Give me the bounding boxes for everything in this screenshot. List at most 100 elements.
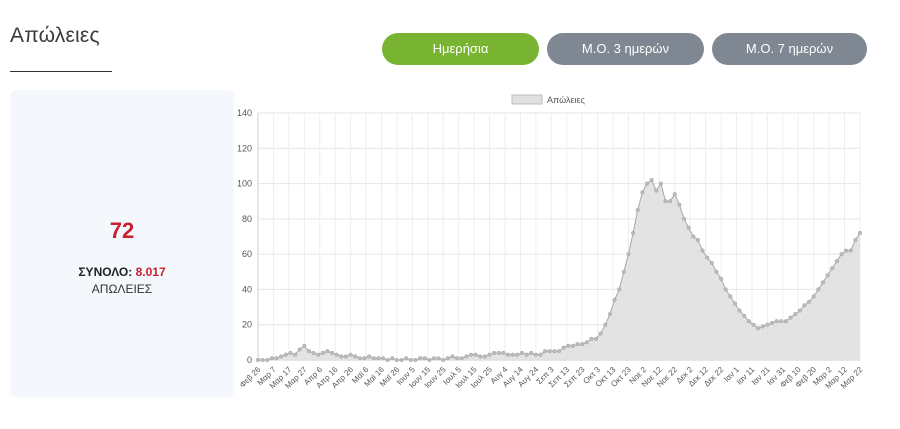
data-point <box>719 276 724 281</box>
data-point <box>293 352 298 357</box>
data-point <box>255 357 261 363</box>
data-point <box>413 357 418 363</box>
legend-swatch <box>511 94 543 105</box>
data-point <box>459 356 464 361</box>
data-point <box>478 354 483 359</box>
data-point <box>260 357 265 363</box>
data-point <box>686 225 691 230</box>
y-tick-label: 120 <box>237 143 252 153</box>
data-point <box>316 352 321 357</box>
data-point <box>339 354 344 359</box>
y-tick-label: 20 <box>242 320 252 330</box>
data-point <box>330 350 335 355</box>
data-point <box>283 352 288 357</box>
total-line: ΣΥΝΟΛΟ: 8.017 <box>10 265 234 279</box>
data-point <box>394 357 399 363</box>
data-point <box>427 357 432 363</box>
data-point <box>834 259 839 264</box>
data-point <box>371 356 376 361</box>
data-point <box>390 356 395 361</box>
today-value: 72 <box>109 218 135 243</box>
y-tick-label: 100 <box>237 179 252 189</box>
data-point <box>603 322 608 327</box>
data-point <box>797 308 802 313</box>
data-point <box>473 352 478 357</box>
data-point <box>681 216 687 221</box>
data-point <box>756 326 761 331</box>
data-point <box>367 354 372 359</box>
data-point <box>649 177 654 183</box>
avg-3-days-button[interactable]: Μ.Ο. 3 ημερών <box>547 33 704 65</box>
data-point <box>297 347 302 352</box>
data-point <box>742 313 747 318</box>
data-point <box>468 352 474 357</box>
title-underline <box>10 71 112 72</box>
data-point <box>658 181 663 186</box>
data-point <box>380 356 386 361</box>
data-point <box>496 350 501 355</box>
data-point <box>709 260 714 266</box>
data-point <box>552 349 557 354</box>
data-point <box>807 299 812 304</box>
data-point <box>501 350 506 355</box>
data-point <box>746 319 751 324</box>
legend-label: Απώλειες <box>547 95 585 105</box>
data-point <box>607 312 612 317</box>
data-point <box>506 352 511 357</box>
data-point <box>769 320 775 325</box>
data-point <box>663 199 668 204</box>
data-point <box>547 349 552 354</box>
data-point <box>543 349 548 354</box>
data-point <box>464 354 469 359</box>
data-point <box>431 356 437 361</box>
y-tick-label: 40 <box>242 284 252 294</box>
data-point <box>811 294 816 299</box>
data-point <box>848 248 853 253</box>
data-point <box>418 356 423 361</box>
data-point <box>700 248 705 253</box>
daily-button[interactable]: Ημερήσια <box>382 33 539 65</box>
data-point <box>348 352 353 357</box>
data-point <box>751 322 756 327</box>
data-point <box>362 356 367 361</box>
data-point <box>783 319 788 324</box>
data-point <box>584 340 589 345</box>
data-point <box>714 269 719 274</box>
data-point <box>765 322 770 327</box>
data-point <box>343 354 349 359</box>
data-point <box>635 207 640 213</box>
data-point <box>612 297 617 303</box>
data-point <box>529 350 534 355</box>
unit-label: ΑΠΩΛΕΙΕΣ <box>91 282 153 296</box>
data-point <box>376 356 381 361</box>
data-point <box>672 192 677 197</box>
data-point <box>408 357 413 363</box>
data-point <box>728 294 733 299</box>
data-point <box>732 301 738 306</box>
data-point <box>640 190 645 195</box>
data-point <box>404 356 409 361</box>
page-title: Απώλειες <box>10 24 100 47</box>
data-point <box>492 350 497 355</box>
data-point <box>306 349 311 354</box>
data-point <box>621 269 626 274</box>
avg-7-days-button[interactable]: Μ.Ο. 7 ημερών <box>712 33 867 65</box>
data-point <box>853 237 858 243</box>
total-value: 8.017 <box>135 265 166 279</box>
data-point <box>455 356 460 361</box>
series-area <box>258 180 860 360</box>
data-point <box>677 202 682 207</box>
data-point <box>302 343 307 348</box>
data-point <box>802 303 807 308</box>
data-point <box>617 287 622 292</box>
data-point <box>436 356 441 361</box>
data-point <box>589 336 594 341</box>
stat-card: 72 ΣΥΝΟΛΟ: 8.017 ΑΠΩΛΕΙΕΣ <box>10 90 234 397</box>
y-tick-label: 140 <box>237 108 252 118</box>
data-point <box>265 357 270 363</box>
data-point <box>399 357 404 363</box>
data-point <box>510 352 515 357</box>
data-point <box>353 354 358 359</box>
data-point <box>737 308 742 313</box>
